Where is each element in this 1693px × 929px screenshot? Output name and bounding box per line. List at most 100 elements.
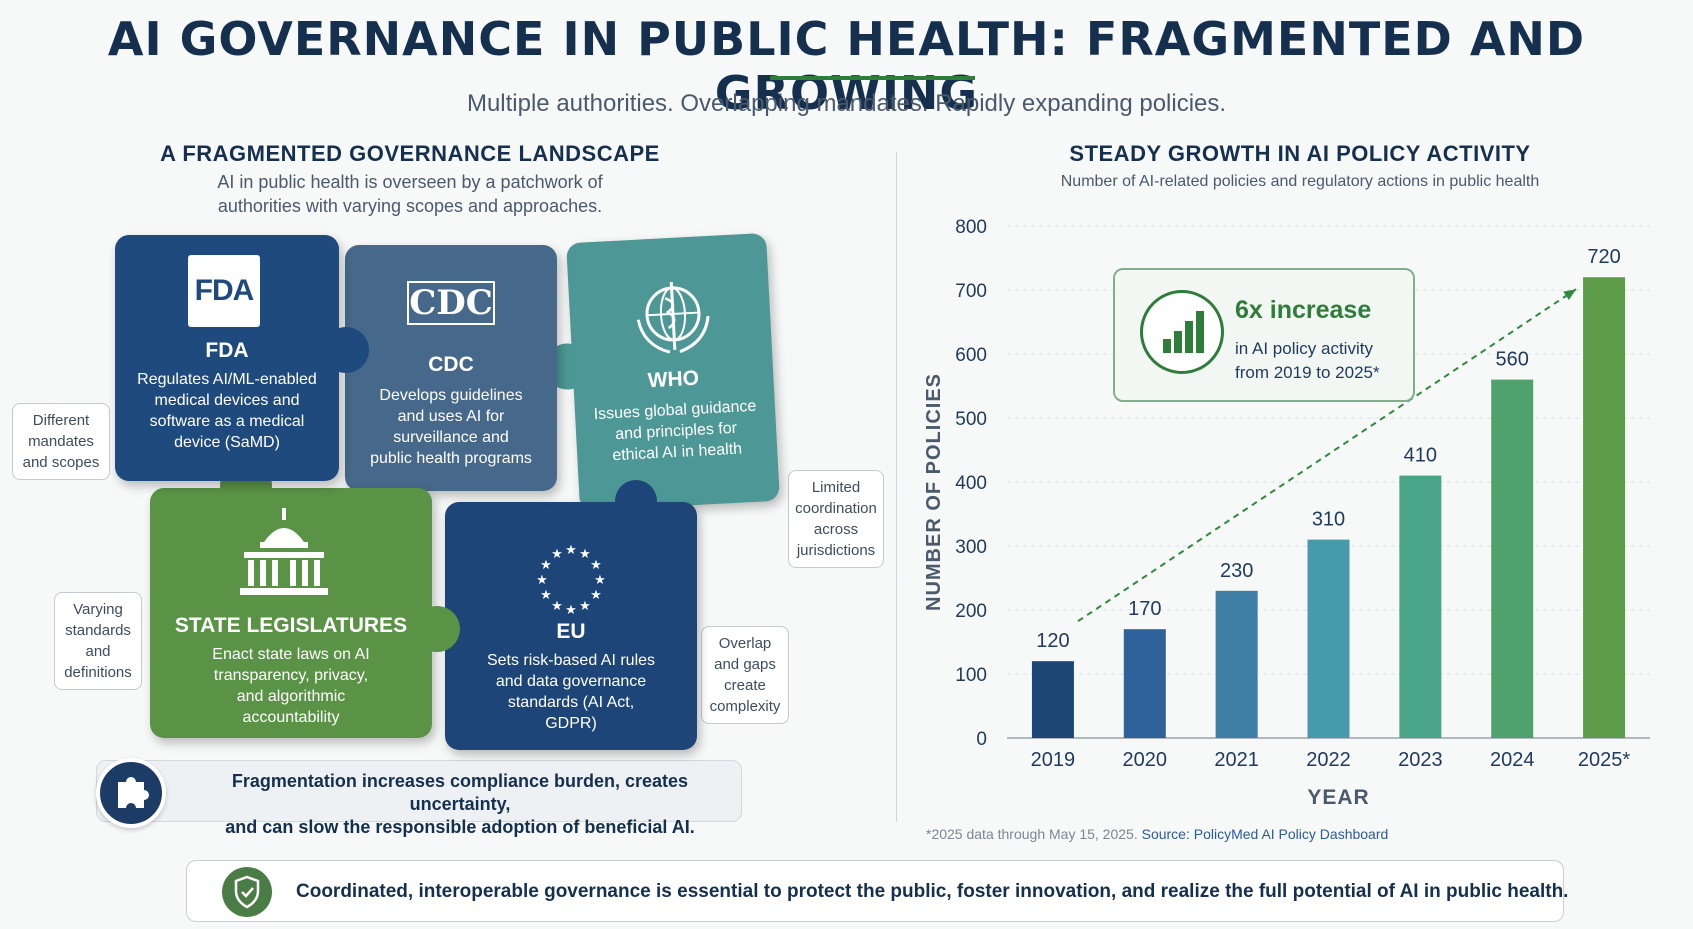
data-label: 230 [1220, 560, 1253, 582]
x-tick-label: 2021 [1214, 749, 1259, 771]
svg-text:★: ★ [594, 572, 606, 587]
desc-line: standards (AI Act, [507, 694, 635, 711]
data-label: 720 [1587, 246, 1620, 268]
y-axis-label: NUMBER OF POLICIES [923, 373, 945, 611]
desc-line: and data governance [495, 673, 647, 690]
stat-line-2: from 2019 to 2025* [1235, 363, 1380, 382]
bar-chart-icon [1140, 290, 1224, 374]
desc-line: Develops guidelines [379, 387, 523, 404]
fda-logo-icon: FDA [188, 255, 260, 327]
right-subheading: Number of AI-related policies and regula… [1060, 173, 1540, 190]
who-emblem-icon [636, 281, 710, 354]
data-label: 410 [1404, 445, 1437, 467]
y-tick-label: 0 [976, 729, 987, 750]
source-link[interactable]: Source: PolicyMed AI Policy Dashboard [1141, 826, 1389, 842]
puzzle-knob [414, 606, 460, 652]
svg-text:★: ★ [565, 542, 577, 557]
note-line: Varying [73, 601, 123, 618]
bar [1583, 277, 1626, 738]
stat-title: 6x increase [1235, 296, 1372, 324]
puzzle-knob [323, 327, 369, 373]
data-label: 170 [1128, 598, 1161, 620]
fragmentation-callout-text: Fragmentation increases compliance burde… [180, 770, 740, 839]
note-line: and [85, 643, 111, 660]
bar [1491, 379, 1534, 738]
chart-footnote: *2025 data through May 15, 2025. Source:… [926, 826, 1388, 842]
x-axis-label: YEAR [1307, 786, 1369, 809]
desc-line: device (SaMD) [174, 434, 280, 451]
svg-text:★: ★ [579, 598, 591, 613]
footer-text: Coordinated, interoperable governance is… [296, 881, 1569, 902]
y-tick-label: 500 [955, 409, 987, 430]
piece-title-state-legislatures: STATE LEGISLATURES [174, 614, 408, 637]
svg-text:★: ★ [579, 546, 591, 561]
puzzle-piece-fda: FDA FDA Regulates AI/ML-enabled medical … [115, 235, 369, 481]
bar [1307, 539, 1350, 738]
svg-text:★: ★ [540, 587, 552, 602]
shield-check-icon [222, 867, 272, 917]
y-tick-label: 700 [955, 281, 987, 302]
desc-line: Regulates AI/ML-enabled [137, 371, 317, 388]
puzzle-knob [615, 480, 657, 522]
desc-line: Enact state laws on AI [212, 646, 370, 663]
note-line: standards [65, 622, 131, 639]
puzzle-piece-icon [96, 758, 166, 828]
note-line: complexity [709, 698, 781, 715]
note-line: mandates [28, 433, 94, 450]
y-tick-label: 800 [955, 217, 987, 238]
piece-title-cdc: CDC [428, 353, 474, 376]
x-tick-label: 2024 [1490, 749, 1535, 771]
title-underline [770, 76, 975, 80]
trend-arrow-head [1563, 289, 1577, 301]
x-tick-label: 2025* [1578, 749, 1630, 771]
note-line: Overlap [718, 635, 772, 652]
note-different-mandates: Different mandates and scopes [12, 403, 110, 480]
desc-line: accountability [242, 709, 340, 726]
desc-line: Sets risk-based AI rules [486, 652, 656, 669]
callout-line: Fragmentation increases compliance burde… [231, 771, 689, 814]
eu-stars-icon: ★ ★★ ★★★ ★★★ ★★★ [536, 542, 606, 617]
note-varying-standards: Varying standards and definitions [54, 592, 142, 690]
piece-desc-who: Issues global guidance and principles fo… [585, 395, 768, 467]
data-label: 310 [1312, 509, 1345, 531]
fragmentation-callout [96, 760, 742, 822]
page-title: AI GOVERNANCE IN PUBLIC HEALTH: FRAGMENT… [107, 12, 1586, 120]
note-line: coordination [795, 500, 877, 517]
puzzle-piece-eu: ★ ★ ★ ★ ★ ★ ★ ★ ★ ★ ★ ★ EU Sets risk-based AI ru… [445, 480, 697, 750]
left-heading: A FRAGMENTED GOVERNANCE LANDSCAPE [160, 141, 660, 166]
puzzle-piece-state-legislatures: STATE LEGISLATURES Enact state laws on A… [150, 460, 460, 738]
x-tick-label: 2023 [1398, 749, 1443, 771]
bar [1031, 661, 1074, 738]
svg-text:★: ★ [590, 587, 602, 602]
desc-line: and algorithmic [236, 688, 346, 705]
desc-line: public health programs [370, 450, 532, 467]
y-tick-label: 600 [955, 345, 987, 366]
capitol-building-icon [240, 508, 328, 595]
cdc-logo-icon: CDC [407, 281, 495, 325]
bar [1123, 629, 1166, 738]
section-divider [896, 152, 897, 822]
piece-title-eu: EU [556, 620, 586, 643]
bar [1399, 475, 1442, 738]
left-subheading-1: AI in public health is overseen by a pat… [217, 172, 603, 192]
piece-title-fda: FDA [205, 339, 249, 362]
note-line: jurisdictions [796, 542, 876, 559]
desc-line: software as a medical [149, 413, 305, 430]
desc-line: medical devices and [154, 392, 300, 409]
note-limited-coordination: Limited coordination across jurisdiction… [788, 470, 884, 568]
svg-text:★: ★ [590, 557, 602, 572]
piece-title-who: WHO [647, 366, 700, 393]
svg-text:★: ★ [536, 572, 548, 587]
piece-desc-cdc: Develops guidelines and uses AI for surv… [355, 385, 547, 469]
footnote-text: *2025 data through May 15, 2025. [926, 826, 1138, 842]
x-tick-label: 2019 [1031, 749, 1076, 771]
piece-desc-fda: Regulates AI/ML-enabled medical devices … [125, 369, 329, 453]
callout-line: and can slow the responsible adoption of… [225, 817, 695, 837]
note-line: across [813, 521, 859, 538]
x-tick-label: 2020 [1123, 749, 1168, 771]
puzzle-piece-cdc: CDC CDC Develops guidelines and uses AI … [345, 245, 557, 517]
note-line: definitions [64, 664, 132, 681]
data-label: 120 [1036, 630, 1069, 652]
x-tick-label: 2022 [1306, 749, 1351, 771]
page-subtitle: Multiple authorities. Overlapping mandat… [466, 90, 1227, 117]
